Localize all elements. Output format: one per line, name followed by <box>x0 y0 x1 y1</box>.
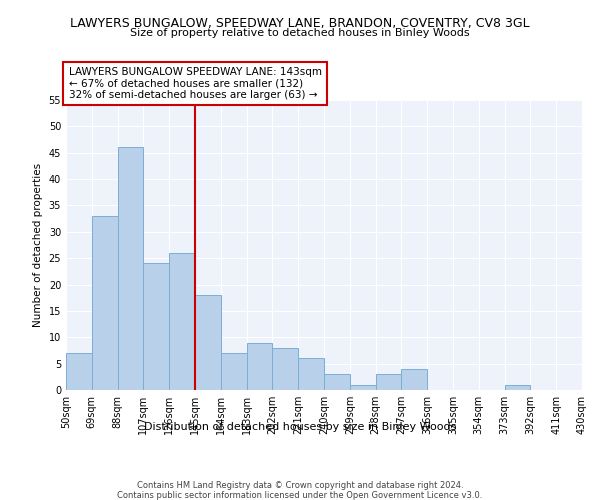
Bar <box>376 374 401 390</box>
Bar <box>505 384 530 390</box>
Bar <box>247 342 272 390</box>
Y-axis label: Number of detached properties: Number of detached properties <box>33 163 43 327</box>
Bar <box>92 216 118 390</box>
Bar <box>272 348 298 390</box>
Bar <box>324 374 350 390</box>
Text: Distribution of detached houses by size in Binley Woods: Distribution of detached houses by size … <box>144 422 456 432</box>
Bar <box>350 384 376 390</box>
Bar <box>66 353 92 390</box>
Bar <box>169 253 195 390</box>
Bar <box>221 353 247 390</box>
Bar <box>143 264 169 390</box>
Text: Size of property relative to detached houses in Binley Woods: Size of property relative to detached ho… <box>130 28 470 38</box>
Text: Contains public sector information licensed under the Open Government Licence v3: Contains public sector information licen… <box>118 491 482 500</box>
Text: Contains HM Land Registry data © Crown copyright and database right 2024.: Contains HM Land Registry data © Crown c… <box>137 481 463 490</box>
Bar <box>298 358 324 390</box>
Bar <box>401 369 427 390</box>
Text: LAWYERS BUNGALOW, SPEEDWAY LANE, BRANDON, COVENTRY, CV8 3GL: LAWYERS BUNGALOW, SPEEDWAY LANE, BRANDON… <box>70 18 530 30</box>
Bar <box>195 295 221 390</box>
Bar <box>118 148 143 390</box>
Text: LAWYERS BUNGALOW SPEEDWAY LANE: 143sqm
← 67% of detached houses are smaller (132: LAWYERS BUNGALOW SPEEDWAY LANE: 143sqm ←… <box>68 67 322 100</box>
